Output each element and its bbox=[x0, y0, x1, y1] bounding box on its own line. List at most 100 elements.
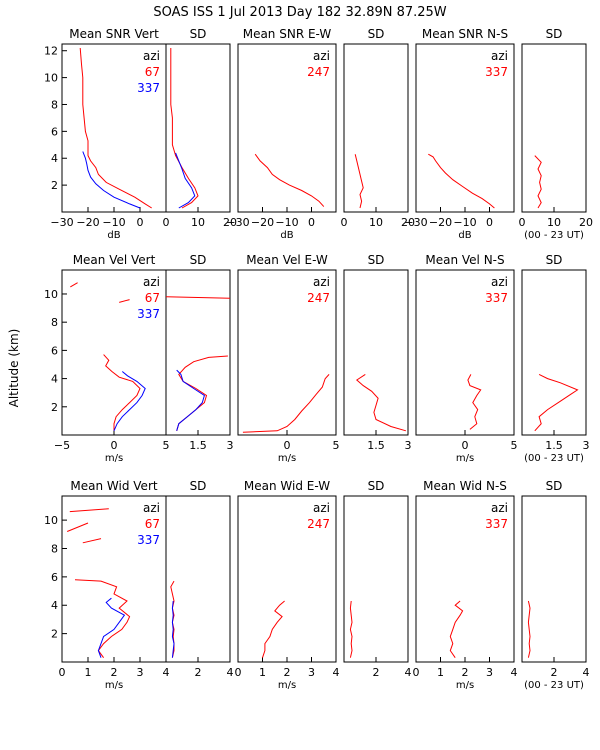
x-tick-label: 5 bbox=[511, 439, 518, 452]
panel-title: Mean Vel E-W bbox=[246, 253, 328, 267]
series-line-337 bbox=[449, 600, 464, 658]
series-line-247 bbox=[354, 154, 364, 209]
x-tick-label: 10 bbox=[369, 216, 383, 229]
x-tick-label: 1.5 bbox=[367, 439, 385, 452]
x-tick-label: 1.5 bbox=[545, 439, 563, 452]
x-tick-label: 0 bbox=[137, 216, 144, 229]
series-line-337 bbox=[527, 600, 531, 658]
x-tick-label: 3 bbox=[486, 666, 493, 679]
panel-title: SD bbox=[546, 27, 563, 41]
x-tick-label: 4 bbox=[163, 666, 170, 679]
panel-title: SD bbox=[546, 479, 563, 493]
y-tick-label: 10 bbox=[44, 288, 58, 301]
x-tick-label: 1 bbox=[437, 666, 444, 679]
figure-title: SOAS ISS 1 Jul 2013 Day 182 32.89N 87.25… bbox=[153, 5, 446, 20]
x-axis-label: m/s bbox=[456, 680, 474, 691]
x-tick-label: −10 bbox=[453, 216, 476, 229]
x-tick-label: 0 bbox=[59, 666, 66, 679]
panel-frame bbox=[521, 269, 587, 436]
series-line-247 bbox=[349, 600, 353, 658]
series-line-247 bbox=[262, 600, 285, 658]
x-tick-label: 3 bbox=[405, 439, 412, 452]
y-tick-label: 2 bbox=[51, 628, 58, 641]
panel-snr_ns_sd: SD 0 10 20(00 - 23 UT) bbox=[519, 27, 594, 241]
x-tick-label: 3 bbox=[227, 439, 234, 452]
legend-entry: 337 bbox=[485, 291, 508, 305]
y-tick-label: 2 bbox=[51, 401, 58, 414]
x-tick-label: −30 bbox=[50, 216, 73, 229]
y-tick-label: 8 bbox=[51, 316, 58, 329]
x-tick-label: 1.5 bbox=[189, 439, 207, 452]
y-tick-label: 6 bbox=[51, 344, 58, 357]
legend-title: azi bbox=[491, 501, 508, 515]
panel-snr_ns: Mean SNR N-S −30 −20 −10 0 dB azi 337 bbox=[404, 27, 515, 241]
panel-title: SD bbox=[368, 479, 385, 493]
panels-group: Mean SNR Vert−30 −20 −10 024681012dBazi6733… bbox=[44, 27, 593, 691]
series-line-337 bbox=[428, 153, 495, 209]
x-axis-label: m/s bbox=[105, 680, 123, 691]
x-axis-label: m/s bbox=[278, 680, 296, 691]
legend-title: azi bbox=[313, 49, 330, 63]
panel-snr_ew: Mean SNR E-W −30 −20 −10 0 dB azi 247 bbox=[226, 27, 337, 241]
x-tick-label: 1 bbox=[259, 666, 266, 679]
panel-vel_ns: Mean Vel N-S 0 5 m/s azi 337 bbox=[415, 253, 518, 464]
legend-title: azi bbox=[143, 49, 160, 63]
x-tick-label: 0 bbox=[111, 439, 118, 452]
series-line-67 bbox=[79, 47, 152, 209]
series-line-337 bbox=[175, 152, 196, 209]
y-tick-label: 10 bbox=[44, 72, 58, 85]
series-line-67 bbox=[165, 296, 231, 299]
x-axis-label: m/s bbox=[456, 453, 474, 464]
panel-vel_ew: Mean Vel E-W 0 5 m/s azi 247 bbox=[237, 253, 340, 464]
x-tick-label: 1 bbox=[85, 666, 92, 679]
series-line-247 bbox=[355, 373, 407, 432]
panel-wid_ns: Mean Wid N-S 0 1 2 3 4 m/s azi 337 bbox=[413, 479, 518, 691]
panel-title: SD bbox=[190, 27, 207, 41]
series-line-67 bbox=[67, 522, 89, 532]
legend-entry: 67 bbox=[145, 291, 160, 305]
x-tick-label: −10 bbox=[275, 216, 298, 229]
panel-title: Mean Vel N-S bbox=[425, 253, 504, 267]
x-tick-label: 20 bbox=[223, 216, 237, 229]
series-line-67 bbox=[74, 579, 131, 658]
series-line-337 bbox=[467, 374, 482, 430]
x-tick-label: 0 bbox=[235, 666, 242, 679]
y-tick-label: 4 bbox=[51, 373, 58, 386]
legend-title: azi bbox=[491, 49, 508, 63]
series-line-67 bbox=[70, 282, 78, 288]
panel-frame bbox=[521, 43, 587, 213]
x-axis-label: (00 - 23 UT) bbox=[524, 230, 584, 241]
legend-entry: 247 bbox=[307, 517, 330, 531]
panel-title: Mean Vel Vert bbox=[73, 253, 156, 267]
x-tick-label: 0 bbox=[163, 216, 170, 229]
panel-title: Mean SNR Vert bbox=[69, 27, 159, 41]
panel-wid_vert_sd: SD 2 4 bbox=[165, 479, 234, 679]
legend-entry: 337 bbox=[485, 517, 508, 531]
x-tick-label: 2 bbox=[551, 666, 558, 679]
panel-title: SD bbox=[190, 253, 207, 267]
x-tick-label: 4 bbox=[227, 666, 234, 679]
series-line-337 bbox=[176, 369, 205, 431]
legend-entry: 67 bbox=[145, 517, 160, 531]
x-tick-label: 0 bbox=[341, 216, 348, 229]
series-line-67 bbox=[69, 508, 109, 513]
panel-frame bbox=[343, 269, 409, 436]
x-tick-label: −20 bbox=[429, 216, 452, 229]
x-tick-label: 2 bbox=[284, 666, 291, 679]
y-tick-label: 2 bbox=[51, 179, 58, 192]
legend-entry: 67 bbox=[145, 65, 160, 79]
y-tick-label: 6 bbox=[51, 571, 58, 584]
series-line-337 bbox=[113, 371, 146, 432]
legend-title: azi bbox=[313, 501, 330, 515]
x-tick-label: 2 bbox=[373, 666, 380, 679]
panel-frame bbox=[165, 495, 231, 663]
panel-wid_ew: Mean Wid E-W 0 1 2 3 4 m/s azi 247 bbox=[235, 479, 340, 691]
x-axis-label: (00 - 23 UT) bbox=[524, 680, 584, 691]
x-axis-label: dB bbox=[458, 230, 471, 241]
x-axis-label: m/s bbox=[105, 453, 123, 464]
y-tick-label: 10 bbox=[44, 514, 58, 527]
x-tick-label: 0 bbox=[308, 216, 315, 229]
series-line-67 bbox=[119, 299, 130, 303]
y-tick-label: 12 bbox=[44, 45, 58, 58]
